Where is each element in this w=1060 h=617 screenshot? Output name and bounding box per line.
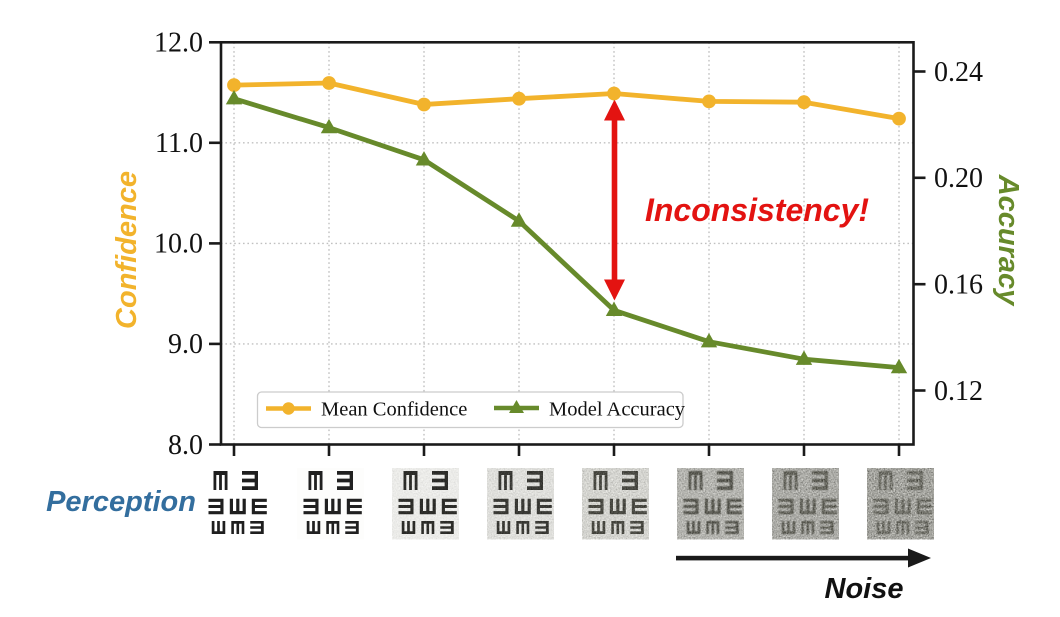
svg-text:0.20: 0.20 (934, 163, 983, 194)
svg-text:Noise: Noise (825, 573, 904, 605)
svg-text:11.0: 11.0 (155, 128, 203, 159)
svg-text:Accuracy: Accuracy (992, 174, 1024, 307)
svg-text:Confidence: Confidence (111, 171, 143, 329)
svg-text:0.24: 0.24 (934, 57, 983, 88)
svg-text:Perception: Perception (46, 486, 196, 518)
svg-text:Inconsistency!: Inconsistency! (645, 192, 869, 228)
svg-text:0.12: 0.12 (934, 376, 983, 407)
svg-text:12.0: 12.0 (154, 28, 203, 59)
svg-text:9.0: 9.0 (168, 329, 203, 360)
svg-text:Mean Confidence: Mean Confidence (321, 399, 467, 421)
svg-text:Model Accuracy: Model Accuracy (549, 399, 686, 421)
svg-text:0.16: 0.16 (934, 270, 983, 301)
svg-text:10.0: 10.0 (154, 229, 203, 260)
svg-text:8.0: 8.0 (168, 430, 203, 461)
